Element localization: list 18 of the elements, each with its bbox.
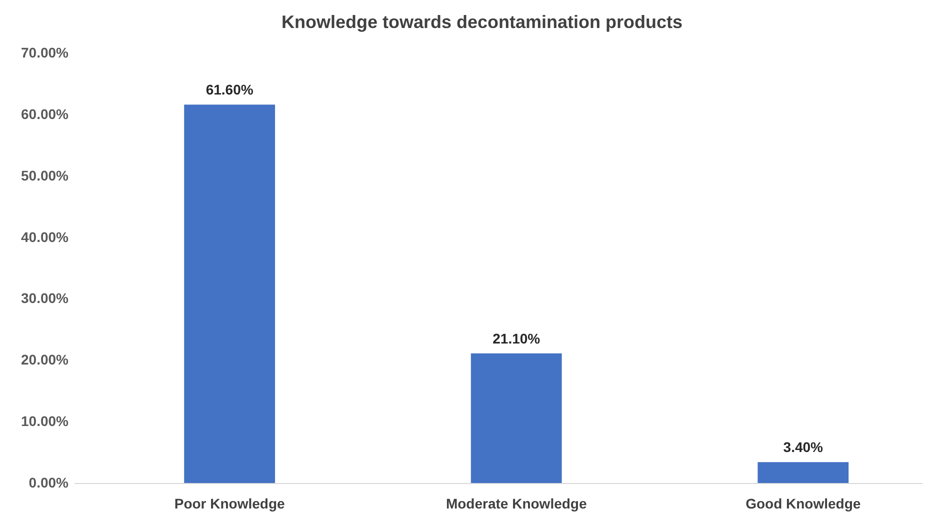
x-tick-label: Good Knowledge bbox=[746, 496, 861, 512]
bar bbox=[184, 104, 276, 483]
x-tick-label: Poor Knowledge bbox=[174, 496, 286, 512]
y-tick-label: 10.00% bbox=[21, 413, 70, 430]
data-label: 21.10% bbox=[492, 330, 541, 346]
y-tick-label: 0.00% bbox=[28, 474, 70, 490]
y-tick-label: 20.00% bbox=[21, 352, 70, 368]
y-tick-label: 40.00% bbox=[21, 228, 70, 245]
data-label: 3.40% bbox=[783, 439, 824, 456]
data-label: 61.60% bbox=[206, 82, 254, 98]
y-tick-label: 30.00% bbox=[21, 290, 70, 306]
chart-title: Knowledge towards decontamination products bbox=[281, 12, 683, 32]
x-tick-label: Moderate Knowledge bbox=[446, 496, 587, 512]
y-tick-label: 50.00% bbox=[21, 167, 70, 184]
y-tick-label: 60.00% bbox=[21, 106, 70, 122]
bar bbox=[758, 462, 849, 483]
bar bbox=[470, 353, 562, 483]
y-tick-label: 70.00% bbox=[21, 44, 70, 60]
